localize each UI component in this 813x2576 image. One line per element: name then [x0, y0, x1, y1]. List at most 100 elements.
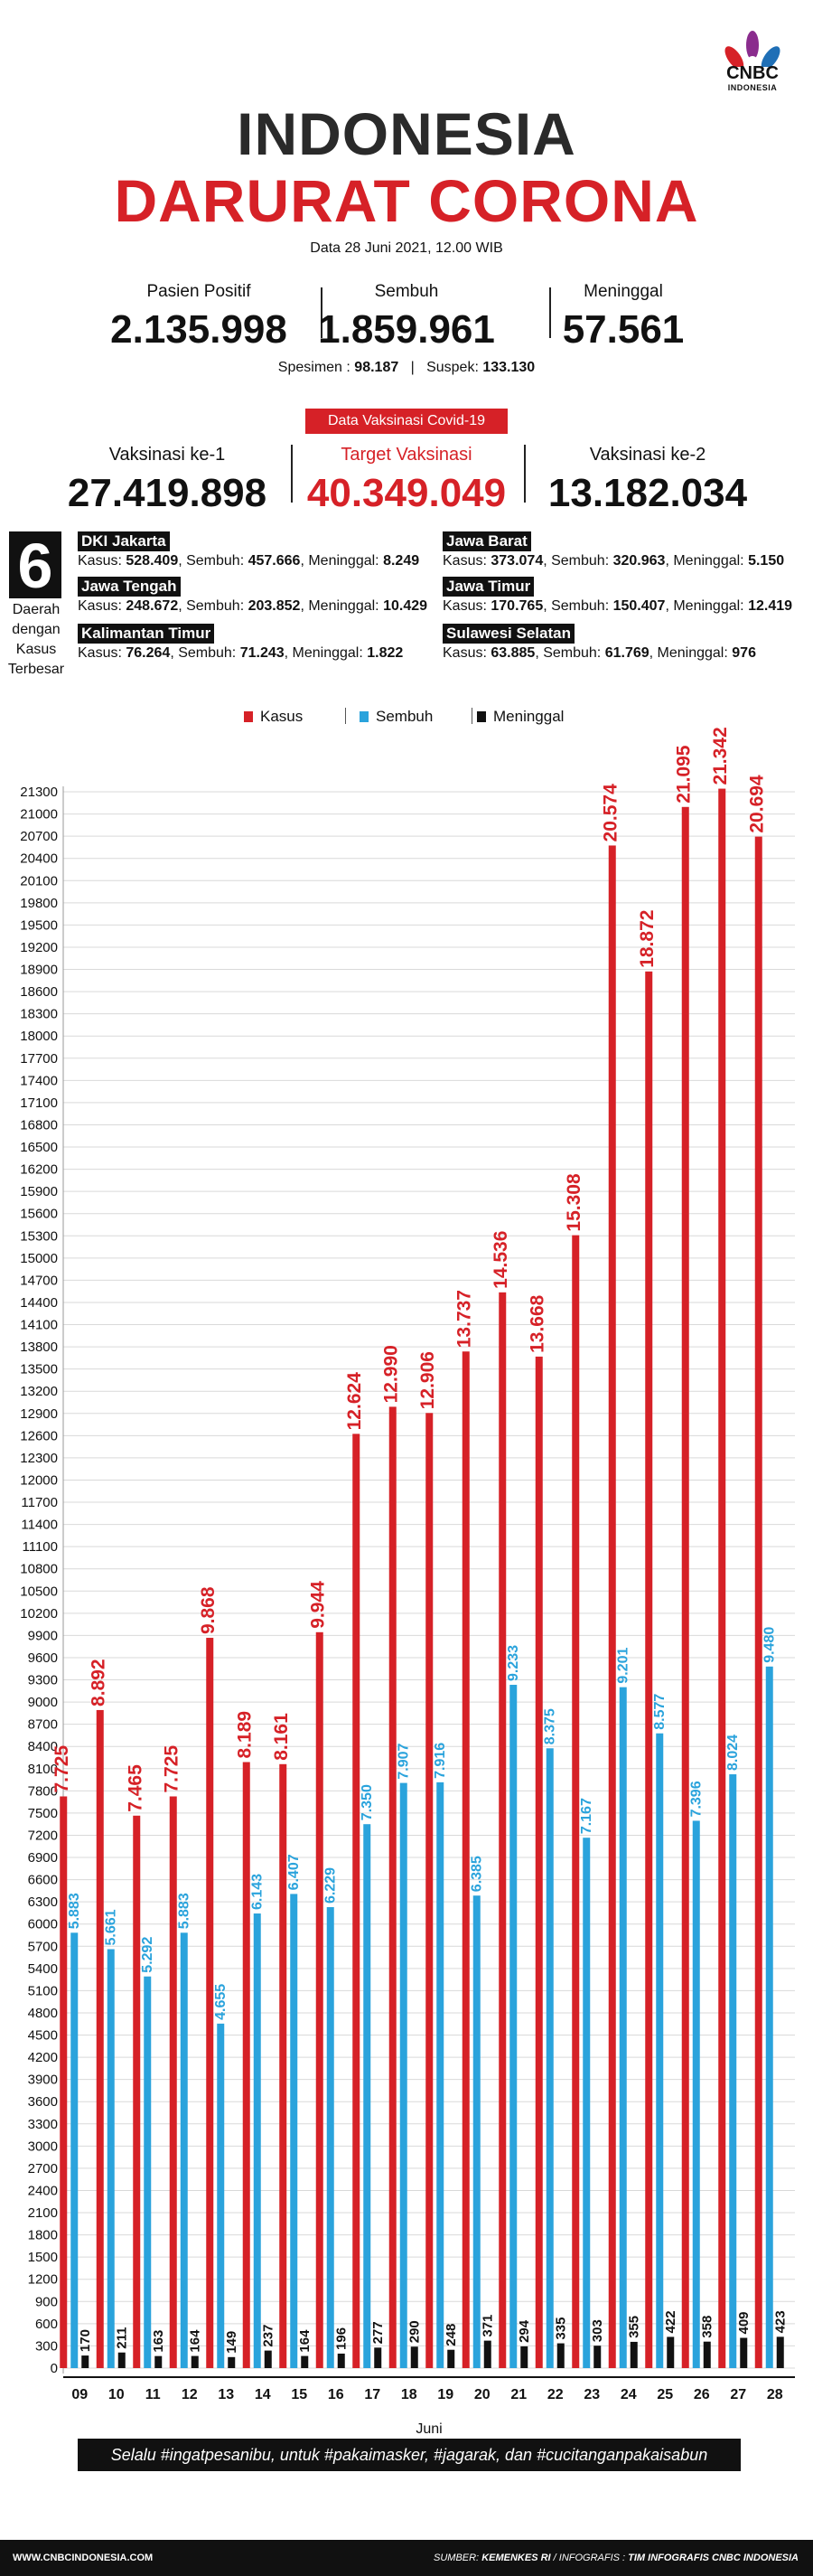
y-tick-label: 13500 — [20, 1362, 58, 1377]
y-tick-label: 2100 — [28, 2205, 58, 2221]
bar-sembuh — [583, 1838, 591, 2368]
legend-label: Meninggal — [493, 708, 565, 725]
data-label-sembuh: 8.577 — [652, 1694, 668, 1730]
y-tick-label: 3900 — [28, 2073, 58, 2088]
data-label-sembuh: 4.655 — [213, 1984, 229, 2020]
y-tick-label: 12300 — [20, 1451, 58, 1466]
data-label-sembuh: 6.407 — [286, 1854, 302, 1890]
bar-kasus — [681, 806, 689, 2369]
y-tick-label: 16500 — [20, 1140, 58, 1155]
y-tick-label: 14100 — [20, 1318, 58, 1333]
x-tick-label: 15 — [291, 2387, 307, 2402]
data-label-meninggal: 355 — [627, 2316, 642, 2338]
data-label-meninggal: 237 — [261, 2325, 276, 2347]
bar-meninggal — [374, 2347, 382, 2368]
y-tick-label: 6900 — [28, 1850, 58, 1866]
bar-meninggal — [520, 2346, 528, 2368]
stat-meninggal: Meninggal 57.561 — [537, 282, 709, 353]
x-tick-label: 16 — [328, 2387, 344, 2402]
bar-kasus — [96, 1709, 104, 2368]
y-tick-label: 21300 — [20, 785, 58, 800]
suspek-value: 133.130 — [482, 360, 536, 375]
y-tick-label: 21000 — [20, 807, 58, 823]
bar-meninggal — [483, 2340, 491, 2368]
y-tick-label: 0 — [51, 2361, 58, 2376]
data-label-kasus: 20.694 — [747, 775, 768, 833]
slogan-banner: Selalu #ingatpesanibu, untuk #pakaimaske… — [78, 2439, 741, 2471]
y-tick-label: 8400 — [28, 1739, 58, 1754]
suspek-label: Suspek: — [426, 360, 479, 375]
caption-line: Daerah — [12, 602, 61, 617]
data-label-meninggal: 196 — [334, 2327, 350, 2350]
data-label-sembuh: 6.143 — [250, 1874, 266, 1910]
vaksin-label: Vaksinasi ke-1 — [108, 445, 226, 465]
bar-sembuh — [656, 1733, 664, 2368]
data-label-sembuh: 7.396 — [689, 1781, 705, 1817]
data-date: Data 28 Juni 2021, 12.00 WIB — [310, 240, 503, 256]
legend-swatch — [477, 711, 486, 722]
y-tick-label: 18300 — [20, 1007, 58, 1022]
region-name: Jawa Timur — [443, 577, 535, 597]
x-axis-label: Juni — [416, 2421, 442, 2437]
spesimen-line: Spesimen : 98.187 | Suspek: 133.130 — [0, 360, 813, 376]
y-tick-label: 600 — [35, 2317, 58, 2332]
stat-value: 57.561 — [562, 307, 685, 352]
divider — [524, 445, 526, 503]
region-count: 6 — [9, 531, 61, 600]
data-label-kasus: 14.536 — [491, 1231, 511, 1289]
data-label-meninggal: 170 — [78, 2329, 93, 2352]
bar-meninggal — [703, 2341, 711, 2368]
y-tick-label: 8100 — [28, 1762, 58, 1777]
data-label-sembuh: 7.907 — [397, 1743, 412, 1779]
data-label-meninggal: 164 — [188, 2329, 203, 2353]
caption-line: Terbesar — [7, 662, 65, 677]
logo-subtext: INDONESIA — [727, 83, 778, 92]
data-label-meninggal: 371 — [481, 2315, 496, 2337]
bar-meninggal — [81, 2355, 89, 2368]
page-title-line2: DARURAT CORONA — [114, 167, 699, 234]
legend-label: Kasus — [260, 708, 304, 725]
stat-label: Sembuh — [374, 282, 439, 301]
region-sulawesi-selatan: Sulawesi Selatan Kasus: 63.885, Sembuh: … — [443, 624, 756, 662]
data-label-sembuh: 5.883 — [67, 1893, 82, 1929]
y-tick-label: 5700 — [28, 1939, 58, 1954]
region-jawa-timur: Jawa Timur Kasus: 170.765, Sembuh: 150.4… — [443, 577, 792, 615]
bar-sembuh — [70, 1932, 79, 2368]
y-tick-label: 15000 — [20, 1251, 58, 1266]
y-tick-label: 2400 — [28, 2183, 58, 2198]
region-dki-jakarta: DKI Jakarta Kasus: 528.409, Sembuh: 457.… — [78, 531, 419, 569]
y-tick-label: 17100 — [20, 1095, 58, 1111]
y-tick-label: 16200 — [20, 1162, 58, 1178]
data-label-meninggal: 335 — [554, 2317, 569, 2340]
legend-meninggal: Meninggal — [477, 708, 564, 726]
bar-meninggal — [447, 2349, 455, 2368]
divider — [321, 287, 322, 338]
x-tick-label: 14 — [255, 2387, 271, 2402]
bar-kasus — [242, 1762, 250, 2368]
data-label-kasus: 21.095 — [674, 745, 695, 804]
y-tick-label: 6300 — [28, 1894, 58, 1910]
bar-sembuh — [290, 1894, 298, 2368]
y-tick-label: 5100 — [28, 1983, 58, 1998]
vaksin-1: Vaksinasi ke-1 27.419.898 — [45, 445, 289, 516]
y-tick-label: 20700 — [20, 829, 58, 844]
bar-meninggal — [410, 2346, 418, 2368]
y-tick-label: 5400 — [28, 1961, 58, 1977]
bar-meninggal — [191, 2355, 199, 2368]
bar-kasus — [388, 1406, 397, 2368]
stat-label: Pasien Positif — [146, 282, 251, 301]
legend-swatch — [360, 711, 369, 722]
y-tick-label: 12900 — [20, 1406, 58, 1422]
x-tick-label: 13 — [218, 2387, 234, 2402]
bar-kasus — [169, 1796, 177, 2368]
data-label-sembuh: 8.024 — [725, 1735, 741, 1771]
x-tick-label: 10 — [108, 2387, 125, 2402]
x-tick-label: 21 — [510, 2387, 527, 2402]
bar-meninggal — [301, 2355, 309, 2368]
y-tick-label: 9900 — [28, 1628, 58, 1643]
y-tick-label: 7800 — [28, 1783, 58, 1799]
data-label-sembuh: 7.916 — [433, 1743, 448, 1779]
vaksin-label: Vaksinasi ke-2 — [589, 445, 706, 465]
y-tick-label: 9600 — [28, 1650, 58, 1666]
bar-sembuh — [436, 1782, 444, 2368]
